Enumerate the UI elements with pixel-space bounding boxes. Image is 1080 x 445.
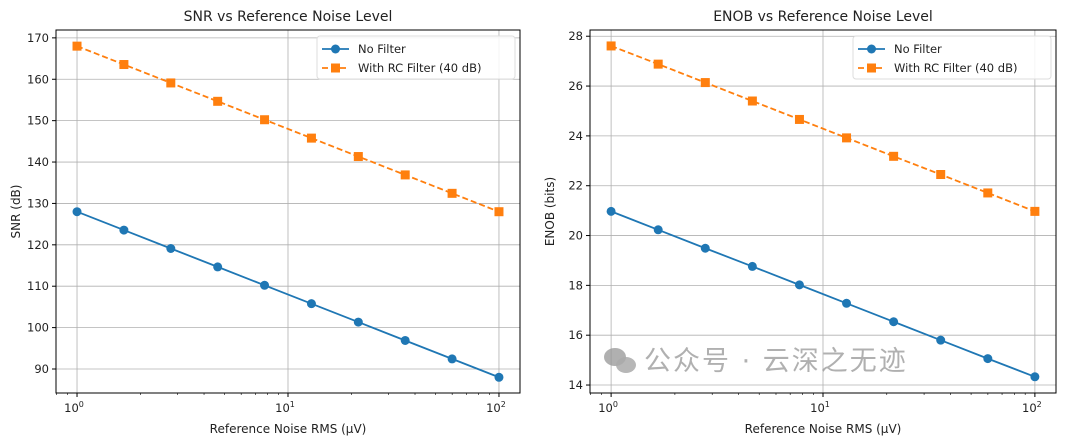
series-line (76, 45, 500, 213)
data-point (119, 225, 129, 235)
data-point (1030, 372, 1040, 382)
y-tick-label: 140 (27, 155, 49, 169)
y-tick-label: 150 (27, 114, 49, 128)
y-tick-label: 18 (568, 278, 583, 292)
data-point (983, 188, 993, 198)
data-point (747, 261, 757, 271)
data-point (700, 243, 710, 253)
data-point (400, 170, 410, 180)
data-point (213, 262, 223, 272)
legend-label: With RC Filter (40 dB) (894, 61, 1017, 75)
data-point (889, 317, 899, 327)
data-point (842, 298, 852, 308)
data-point (72, 41, 82, 51)
y-tick-label: 110 (27, 279, 49, 293)
y-tick-label: 170 (27, 31, 49, 45)
y-tick-label: 100 (27, 321, 49, 335)
legend-marker (867, 44, 876, 54)
data-point (653, 225, 663, 235)
legend-marker (331, 63, 340, 73)
y-tick-label: 130 (27, 196, 49, 210)
data-point (447, 354, 457, 364)
x-tick-label: 101 (810, 400, 830, 415)
x-tick-label: 102 (486, 400, 506, 415)
data-point (494, 372, 504, 382)
y-tick-label: 120 (27, 238, 49, 252)
series-line (76, 210, 500, 379)
y-tick-label: 28 (568, 29, 583, 43)
x-tick-label: 101 (275, 400, 295, 415)
x-axis-label: Reference Noise RMS (μV) (745, 422, 902, 436)
data-point (606, 206, 616, 216)
legend-box (852, 35, 1052, 80)
data-point (400, 335, 410, 345)
y-tick-label: 14 (568, 378, 583, 392)
data-point (936, 170, 946, 180)
data-point (119, 60, 129, 70)
y-tick-label: 20 (568, 229, 583, 243)
series-rc-filter (72, 41, 504, 217)
data-point (260, 115, 270, 125)
legend-box (316, 35, 516, 80)
data-point (447, 188, 457, 198)
chart-title: ENOB vs Reference Noise Level (713, 9, 933, 25)
x-axis-label: Reference Noise RMS (μV) (210, 422, 367, 436)
chart-title: SNR vs Reference Noise Level (184, 9, 393, 25)
data-point (794, 114, 804, 124)
data-point (842, 133, 852, 143)
data-point (166, 244, 176, 254)
data-point (260, 280, 270, 290)
y-axis-label: SNR (dB) (9, 185, 23, 239)
axes-frame (55, 29, 521, 394)
data-point (353, 317, 363, 327)
x-tick-label: 100 (598, 400, 618, 415)
data-point (936, 335, 946, 345)
data-point (306, 299, 316, 309)
data-point (166, 78, 176, 88)
legend-label: With RC Filter (40 dB) (358, 61, 481, 75)
wechat-icon (604, 348, 638, 376)
legend-marker (867, 63, 876, 73)
y-tick-label: 22 (568, 179, 583, 193)
data-point (653, 59, 663, 69)
legend: No Filter With RC Filter (40 dB) (852, 35, 1052, 80)
axes-frame (589, 29, 1057, 394)
data-point (747, 96, 757, 106)
x-tick-label: 100 (64, 400, 84, 415)
watermark: 公众号 · 云深之无迹 (604, 346, 908, 378)
y-tick-label: 16 (568, 328, 583, 342)
data-point (889, 151, 899, 161)
data-point (983, 354, 993, 364)
series-no-filter (606, 206, 1040, 382)
y-tick-label: 160 (27, 72, 49, 86)
series-no-filter (72, 207, 504, 382)
x-tick-label: 102 (1022, 400, 1042, 415)
legend-label: No Filter (894, 42, 942, 56)
series-line (610, 45, 1036, 213)
data-point (72, 207, 82, 217)
data-point (353, 152, 363, 162)
series-rc-filter (606, 41, 1040, 216)
y-tick-label: 26 (568, 79, 583, 93)
data-point (494, 207, 504, 217)
data-point (1030, 206, 1040, 216)
subplot-2: ENOB vs Reference Noise Level 14 16 18 20 22 2… (543, 9, 1057, 436)
y-tick-label: 90 (34, 362, 49, 376)
legend-label: No Filter (358, 42, 406, 56)
legend-marker (331, 44, 340, 54)
data-point (213, 96, 223, 106)
data-point (794, 280, 804, 290)
data-point (606, 41, 616, 51)
y-axis-label: ENOB (bits) (543, 177, 557, 246)
data-point (306, 133, 316, 143)
legend: No Filter With RC Filter (40 dB) (316, 35, 516, 80)
y-tick-label: 24 (568, 129, 583, 143)
series-line (610, 210, 1036, 378)
watermark-text: 公众号 · 云深之无迹 (644, 346, 908, 377)
data-point (700, 78, 710, 88)
subplot-1: SNR vs Reference Noise Level 90 100 110 120 1… (9, 9, 521, 436)
